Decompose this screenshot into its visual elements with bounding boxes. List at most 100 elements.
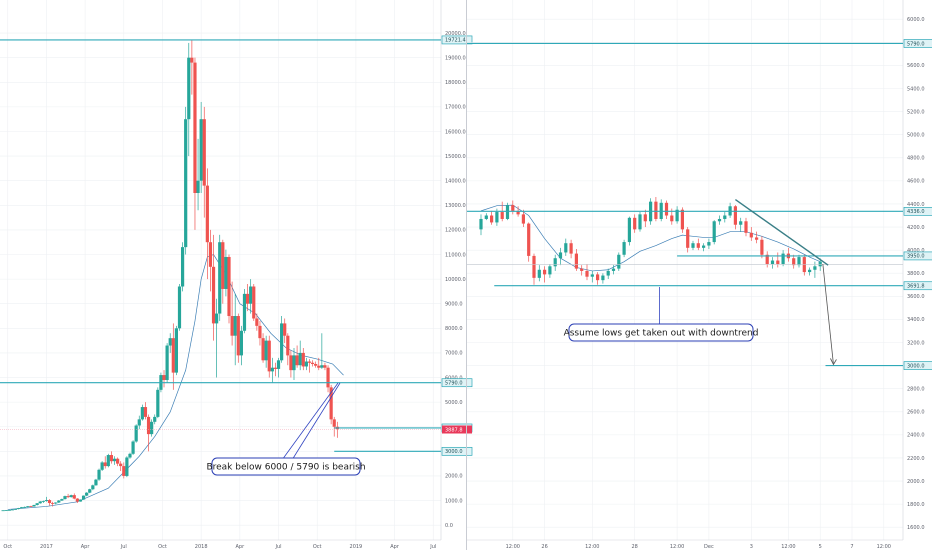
candle-down <box>755 237 759 240</box>
candle-down <box>283 323 287 336</box>
x-tick-label: Dec <box>704 544 714 550</box>
candle-up <box>781 253 785 264</box>
candle-up <box>196 180 200 193</box>
candle-down <box>116 458 120 464</box>
candle-up <box>224 256 228 289</box>
candle-up <box>292 355 296 371</box>
candle-up <box>177 286 182 329</box>
candle-up <box>60 499 64 501</box>
y-tick-label: 5400.0 <box>907 86 925 92</box>
candle-up <box>41 501 45 502</box>
candle-up <box>184 119 188 248</box>
x-tick-label: 2018 <box>195 544 208 550</box>
y-tick-label: 4600.0 <box>907 179 925 185</box>
candle-up <box>233 316 237 336</box>
level-price-tag <box>903 206 932 216</box>
candle-down <box>221 242 225 289</box>
candle-up <box>7 509 11 511</box>
candle-down <box>208 242 213 267</box>
candle-down <box>227 256 231 317</box>
x-tick-label: 12:00 <box>877 544 891 550</box>
candle-down <box>211 266 216 324</box>
candle-up <box>165 345 169 380</box>
candle-down <box>670 215 674 222</box>
right-chart-panel[interactable]: 1600.0 1800.0 2000.0 2200.0 2400.0 2600.0 2800… <box>467 0 932 550</box>
candle-up <box>153 416 157 422</box>
candle-down <box>66 496 70 498</box>
candle-down <box>258 325 262 339</box>
right-annotation-callout[interactable]: Assume lows get taken out with downtrend <box>564 287 759 342</box>
x-tick-label: Apr <box>390 544 400 550</box>
candle-up <box>304 361 308 367</box>
candle-up <box>675 209 679 222</box>
y-tick-label: 7000.0 <box>445 351 463 357</box>
y-tick-label: 2000.0 <box>445 474 463 480</box>
y-tick-label: 4800.0 <box>907 156 925 162</box>
candle-up <box>32 504 36 507</box>
candle-up <box>712 221 716 243</box>
candle-down <box>289 355 293 371</box>
candle-down <box>733 206 737 225</box>
x-tick-label: Jul <box>275 544 282 550</box>
y-tick-label: 17000.0 <box>445 105 466 111</box>
x-tick-label: Jul <box>120 544 127 550</box>
candle-up <box>622 242 626 255</box>
candle-down <box>119 463 123 467</box>
candle-up <box>180 247 185 287</box>
candle-down <box>51 503 55 504</box>
candle-up <box>702 245 706 248</box>
left-annotation-callout[interactable]: Break below 6000 / 5790 is bearish <box>206 382 366 476</box>
candle-up <box>168 338 172 346</box>
x-tick-label: Apr <box>81 544 91 550</box>
candle-up <box>134 425 138 442</box>
y-tick-label: 5000.0 <box>445 400 463 406</box>
y-tick-label: 15000.0 <box>445 154 466 160</box>
x-tick-label: 26 <box>541 544 547 550</box>
candle-down <box>596 274 600 281</box>
candle-down <box>490 215 494 223</box>
candle-down <box>193 62 197 193</box>
candle-down <box>574 253 578 269</box>
x-tick-label: 12:00 <box>781 544 795 550</box>
x-tick-label: 3 <box>750 544 753 550</box>
candle-up <box>601 275 605 281</box>
level-price-tag <box>441 35 473 45</box>
candle-up <box>564 243 568 253</box>
candle-up <box>298 352 302 366</box>
candle-up <box>218 242 222 314</box>
candle-up <box>26 506 30 508</box>
x-tick-label: 12:00 <box>506 544 520 550</box>
candle-down <box>760 239 764 255</box>
y-tick-label: 3400.0 <box>907 317 925 323</box>
candle-down <box>72 495 76 499</box>
candle-up <box>150 421 154 435</box>
candle-down <box>109 455 114 462</box>
left-chart-panel[interactable]: 0.01000.02000.03000.04000.05000.06000.07… <box>0 0 473 550</box>
y-tick-label: 14000.0 <box>445 178 466 184</box>
candle-up <box>320 365 324 368</box>
candle-down <box>171 338 175 373</box>
y-tick-label: 11000.0 <box>445 252 466 258</box>
candle-down <box>580 268 584 271</box>
candle-up <box>38 501 42 504</box>
current-price-tag <box>442 425 472 434</box>
candle-up <box>590 274 594 277</box>
candle-down <box>75 498 79 502</box>
y-tick-label: 6000.0 <box>445 375 463 381</box>
y-tick-label: 13000.0 <box>445 203 466 209</box>
candle-up <box>94 479 98 486</box>
y-tick-label: 8000.0 <box>445 326 463 332</box>
candle-up <box>125 457 129 476</box>
candle-up <box>78 499 83 502</box>
callout-pointer-line <box>281 382 339 461</box>
candle-down <box>295 355 299 366</box>
candle-down <box>162 375 166 380</box>
x-tick-label: 12:00 <box>585 544 599 550</box>
candle-up <box>548 266 552 275</box>
x-tick-label: 12:00 <box>670 544 684 550</box>
projection-arrow-head <box>830 358 837 366</box>
x-tick-label: Jul <box>429 544 436 550</box>
candle-up <box>558 252 563 259</box>
y-tick-label: 12000.0 <box>445 228 466 234</box>
